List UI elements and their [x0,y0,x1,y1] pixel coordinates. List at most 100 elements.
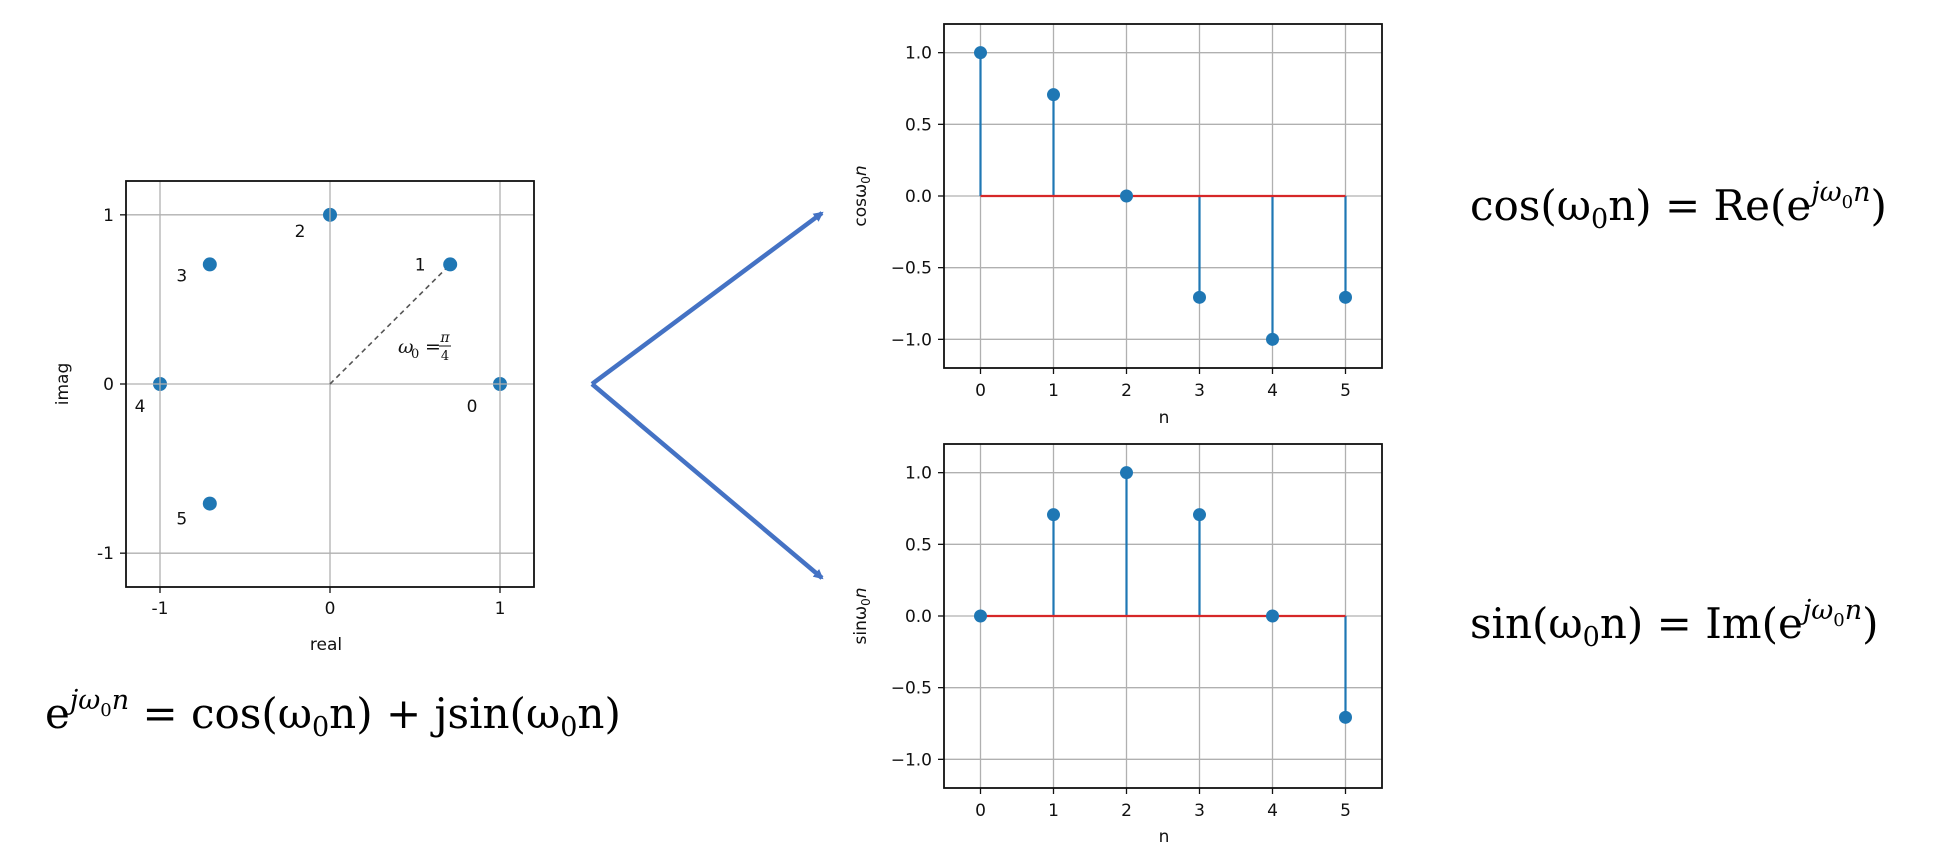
complex-plane-point-labels: 0 1 2 3 4 5 [135,222,478,530]
sin-ytick-label-2: 0.0 [905,607,932,627]
euler-rhs-part2: n) + jsin(ω [329,689,560,738]
sin-marker-2 [1120,466,1133,480]
cos-formula-close: ) [1870,181,1886,230]
omega-symbol: ω [398,336,414,358]
sin-formula-exponent: jω [1798,595,1833,626]
cos-formula-exponent-n: n [1853,177,1870,208]
euler-rhs-sub2: 0 [560,712,577,743]
sin-marker-5 [1339,710,1352,724]
cos-xtick-label-0: 0 [975,381,986,401]
cos-marker-5 [1339,290,1352,304]
cp-point-label-0: 0 [467,397,478,417]
cos-ytick-label-1: 0.5 [905,115,932,135]
cos-xtick-label-1: 1 [1048,381,1059,401]
cp-ytick-label-0: -1 [97,544,114,564]
cos-ytick-label-4: −1.0 [891,330,932,350]
sin-marker-4 [1266,609,1279,623]
omega-subscript: 0 [411,347,419,362]
sin-formula-lead: sin(ω [1470,599,1583,648]
sin-plot-ticks: 0 1 2 3 4 5 1.0 0.5 0.0 −0.5 −1.0 [891,464,1351,821]
svg-text:cos(ω0n) = Re(ejω0n): cos(ω0n) = Re(ejω0n) [1470,177,1887,235]
cp-point-3 [202,257,217,272]
euler-rhs-part1: = cos(ω [129,689,312,738]
cp-point-label-4: 4 [135,397,146,417]
sin-xtick-label-5: 5 [1340,801,1351,821]
euler-exponent-sub: 0 [100,700,111,721]
sin-ytick-label-3: −0.5 [891,679,932,699]
cos-ytick-label-3: −0.5 [891,259,932,279]
omega-equals: = [425,336,441,358]
x-axis-label-real: real [310,635,342,655]
cp-xtick-label-1: 0 [325,599,336,619]
omega-annotation: ω 0 = π 4 [398,330,451,364]
sin-xtick-label-2: 2 [1121,801,1132,821]
sin-stem-plot: 0 1 2 3 4 51.00.50.0−0.5−1.0 n sinω0n [851,443,1383,847]
sin-marker-3 [1193,508,1206,522]
sin-y-label-sub: 0 [859,598,873,606]
cos-xtick-label-3: 3 [1194,381,1205,401]
cos-plot-y-label: cosω0n [851,165,873,226]
sin-marker-0 [974,609,987,623]
euler-exponent-n: n [112,685,129,716]
sin-ytick-label-1: 0.5 [905,535,932,555]
cos-plot-ticks: 0 1 2 3 4 5 1.0 0.5 0.0 −0.5 −1.0 [891,44,1351,401]
cos-xtick-label-2: 2 [1121,381,1132,401]
cos-marker-2 [1120,189,1133,203]
cos-marker-4 [1266,332,1279,346]
cos-formula-sub: 0 [1591,204,1608,235]
svg-text:sin(ω0n) = Im(ejω0n): sin(ω0n) = Im(ejω0n) [1470,595,1878,653]
cos-marker-1 [1047,88,1060,102]
sin-y-label-main: sinω [851,606,871,645]
sin-xtick-label-0: 0 [975,801,986,821]
cos-formula-mid: n) = Re(e [1608,181,1811,230]
sin-formula-exponent-n: n [1845,595,1862,626]
sin-ytick-label-0: 1.0 [905,464,932,484]
cp-point-label-3: 3 [176,266,187,286]
sin-formula-close: ) [1862,599,1878,648]
cos-y-label-sub: 0 [859,176,873,184]
euler-exponent: jω [65,685,100,716]
euler-rhs-part3: n) [577,689,620,738]
cp-point-1 [443,257,458,272]
euler-e: e [45,689,70,738]
sin-y-label-n: n [851,587,871,598]
cp-xtick-label-2: 1 [495,599,506,619]
sin-xtick-label-3: 3 [1194,801,1205,821]
sin-xtick-label-4: 4 [1267,801,1278,821]
cp-point-5 [202,496,217,511]
sin-marker-1 [1047,508,1060,522]
cos-y-label-main: cosω [851,184,871,227]
cos-ytick-label-0: 1.0 [905,44,932,64]
arrow-to-sin-plot [590,382,824,580]
euler-rhs-sub1: 0 [312,712,329,743]
cos-marker-3 [1193,290,1206,304]
cos-plot-x-label: n [1159,408,1170,428]
euler-formula: ejω0n = cos(ω0n) + jsin(ω0n) [45,685,621,743]
sin-xtick-label-1: 1 [1048,801,1059,821]
complex-plane-plot: -1 0 1 -1 0 1 0 1 2 3 4 5 real imag ω 0 = π 4 [53,180,535,655]
y-axis-label-imag: imag [53,363,73,406]
cp-point-label-5: 5 [176,510,187,530]
sin-ytick-label-4: −1.0 [891,750,932,770]
cos-stem-plot: 0 1 2 3 4 51.00.50.0−0.5−1.0 n cosω0n [851,23,1383,428]
cp-point-label-2: 2 [295,222,306,242]
angle-dashed-line [329,263,451,385]
cos-xtick-label-4: 4 [1267,381,1278,401]
complex-plane-ticks: -1 0 1 -1 0 1 [97,206,505,619]
cos-plot-markers [974,46,1352,346]
omega-fraction-denominator: 4 [441,349,449,364]
split-arrows [590,211,824,580]
cp-xtick-label-0: -1 [152,599,169,619]
cos-plot-stems [979,52,1347,340]
sin-plot-x-label: n [1159,827,1170,847]
cos-y-label-n: n [851,165,871,176]
cos-formula-exponent-sub: 0 [1842,192,1853,213]
cos-marker-0 [974,46,987,60]
cos-formula-exponent: jω [1806,177,1841,208]
sin-plot-markers [974,466,1352,724]
cp-ytick-label-1: 0 [103,375,114,395]
sin-formula-exponent-sub: 0 [1833,610,1844,631]
arrow-to-cos-plot [590,211,824,386]
cos-formula: cos(ω0n) = Re(ejω0n) [1470,177,1887,235]
